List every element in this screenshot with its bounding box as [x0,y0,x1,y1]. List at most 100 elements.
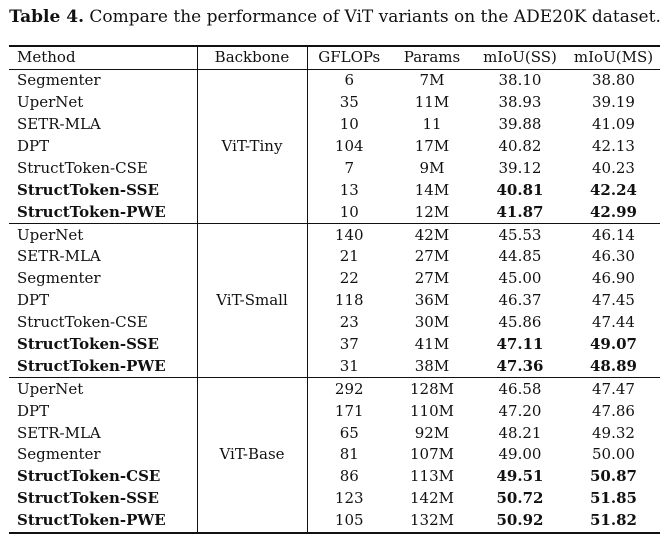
miou-ms-cell: 49.32 [592,423,635,442]
miou-ss-cell: 49.51 [496,467,544,486]
miou-ms-cell: 42.99 [590,202,637,221]
miou-ms-cell: 47.47 [592,379,635,398]
method-cell: UperNet [17,93,84,112]
gflops-cell: 6 [306,69,391,92]
gflops-cell: 171 [306,400,391,423]
method-cell: DPT [17,401,50,420]
gflops-cell: 31 [306,355,391,378]
miou-ms-cell: 47.45 [592,291,635,310]
table-row: StructToken-CSE 7 9M 39.12 40.23 [9,157,660,180]
gflops-cell: 104 [306,135,391,158]
miou-ms-cell: 40.23 [592,158,635,177]
miou-ms-cell: 42.13 [592,137,635,155]
caption-label: Table 4. [9,7,84,27]
table-row: Segmenter 81 107M 49.00 50.00 [9,444,660,466]
miou-ss-cell: 50.72 [496,489,544,508]
miou-ss-cell: 45.53 [498,225,542,244]
miou-ms-cell: 50.00 [592,445,635,464]
method-cell: StructToken-SSE [17,180,159,199]
table-row: UperNet 35 11M 38.93 39.19 [9,91,660,114]
params-cell: 7M [419,71,445,90]
table-row: StructToken-PWE 105 132M 50.92 51.82 [9,509,660,533]
table-group-vit-base: UperNet ViT-Base 292 128M 46.58 47.47 DPT 171 11… [9,377,660,533]
backbone-cell: ViT-Small [196,223,307,378]
header-miou-ms: mIoU(MS) [567,46,660,70]
table-row: Segmenter ViT-Tiny 6 7M 38.10 38.80 [9,69,660,224]
table-row: DPT 171 110M 47.20 47.86 [9,400,660,423]
table-header: Method Backbone GFLOPs Params mIoU(SS) m… [9,46,660,70]
gflops-cell: 140 [306,223,391,247]
table-caption: Table 4. Compare the performance of ViT … [0,0,670,34]
params-cell: 27M [414,247,450,266]
miou-ms-cell: 50.87 [590,467,637,486]
miou-ss-cell: 47.36 [496,356,544,375]
params-cell: 132M [410,511,454,530]
miou-ms-cell: 51.85 [590,489,637,508]
miou-ss-cell: 39.12 [498,158,542,177]
miou-ss-cell: 40.81 [496,180,544,199]
params-cell: 92M [414,423,450,442]
method-cell: StructToken-CSE [17,313,148,332]
table-row: StructToken-SSE 13 14M 40.81 42.24 [9,179,660,202]
gflops-cell: 123 [306,487,391,510]
header-row: Method Backbone GFLOPs Params mIoU(SS) m… [9,46,660,70]
gflops-cell: 292 [306,377,391,401]
miou-ss-cell: 45.86 [498,313,542,332]
table-row: StructToken-SSE 37 41M 47.11 49.07 [9,333,660,356]
params-cell: 12M [414,202,450,221]
header-backbone: Backbone [196,46,307,70]
miou-ss-cell: 47.11 [496,335,544,354]
table-row: StructToken-CSE 86 113M 49.51 50.87 [9,465,660,488]
table-row: SETR-MLA 21 27M 44.85 46.30 [9,246,660,268]
gflops-cell: 35 [306,91,391,114]
method-cell: StructToken-SSE [17,489,159,508]
results-table: Method Backbone GFLOPs Params mIoU(SS) m… [9,45,660,534]
params-cell: 30M [414,313,450,332]
params-cell: 38M [414,356,450,375]
table-row: UperNet ViT-Small 140 42M 45.53 46.14 [9,223,660,378]
method-cell: Segmenter [17,445,101,464]
params-cell: 36M [414,291,450,310]
miou-ms-cell: 39.19 [592,93,635,112]
miou-ss-cell: 40.82 [498,137,542,155]
gflops-cell: 21 [306,246,391,268]
method-cell: DPT [17,137,50,155]
table-row: StructToken-PWE 10 12M 41.87 42.99 [9,201,660,224]
miou-ms-cell: 46.14 [592,225,635,244]
table-row: SETR-MLA 65 92M 48.21 49.32 [9,422,660,445]
miou-ms-cell: 51.82 [590,511,637,530]
gflops-cell: 105 [306,509,391,533]
backbone-cell: ViT-Base [196,377,307,533]
method-cell: StructToken-SSE [17,335,159,354]
params-cell: 113M [410,467,454,486]
miou-ss-cell: 41.87 [496,202,544,221]
miou-ss-cell: 47.20 [498,401,542,420]
method-cell: SETR-MLA [17,423,101,442]
miou-ms-cell: 38.80 [592,71,635,90]
miou-ms-cell: 47.44 [592,313,635,332]
table-group-vit-small: UperNet ViT-Small 140 42M 45.53 46.14 SETR-MLA… [9,223,660,378]
miou-ms-cell: 46.90 [592,269,635,288]
table-row: DPT 118 36M 46.37 47.45 [9,289,660,312]
miou-ss-cell: 45.00 [498,269,542,288]
params-cell: 11M [414,93,450,112]
method-cell: StructToken-PWE [17,202,166,221]
method-cell: Segmenter [17,71,101,90]
backbone-cell: ViT-Tiny [196,69,307,224]
method-cell: SETR-MLA [17,115,101,134]
header-gflops: GFLOPs [306,46,391,70]
miou-ss-cell: 46.58 [498,379,542,398]
miou-ss-cell: 38.10 [498,71,542,90]
method-cell: UperNet [17,225,84,244]
params-cell: 128M [410,379,454,398]
miou-ms-cell: 47.86 [592,401,635,420]
method-cell: SETR-MLA [17,247,101,266]
table-row: DPT 104 17M 40.82 42.13 [9,135,660,158]
miou-ss-cell: 46.37 [498,291,542,310]
miou-ss-cell: 49.00 [498,445,542,464]
gflops-cell: 10 [306,113,391,136]
miou-ms-cell: 46.30 [592,247,635,266]
miou-ms-cell: 41.09 [592,115,635,134]
gflops-cell: 65 [306,422,391,445]
miou-ss-cell: 50.92 [496,511,544,530]
